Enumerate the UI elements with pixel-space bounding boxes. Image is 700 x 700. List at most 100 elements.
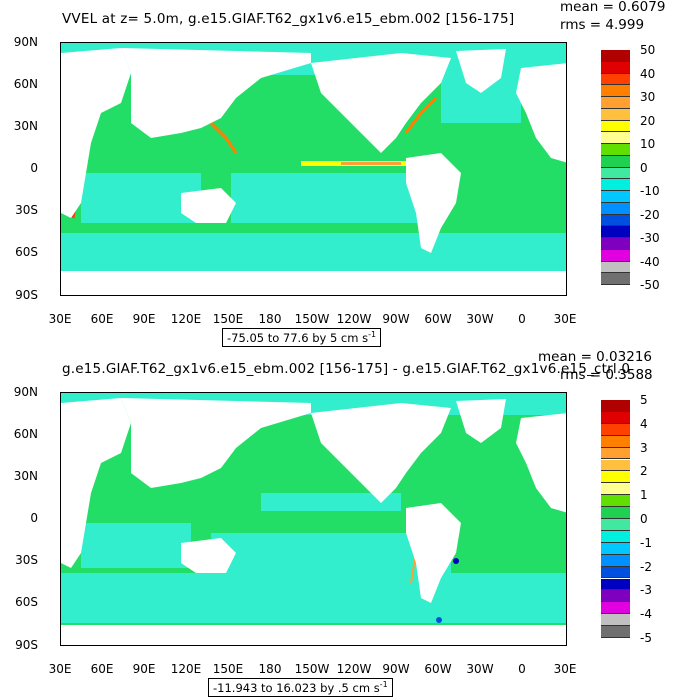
lat-label: 30N <box>13 469 38 483</box>
colorbar-label: -5 <box>640 631 652 645</box>
lon-label: 150E <box>212 312 244 326</box>
map-frame <box>60 42 567 296</box>
colorbar-swatch <box>601 471 630 484</box>
anomaly <box>453 558 459 564</box>
colorbar <box>601 400 630 638</box>
lon-label: 90W <box>382 662 410 676</box>
lat-label: 60S <box>15 245 38 259</box>
colorbar-label: -3 <box>640 583 652 598</box>
colorbar-label: -40 <box>640 254 660 269</box>
colorbar-swatch <box>601 602 630 615</box>
colorbar-swatch <box>601 507 630 519</box>
lon-label: 0 <box>518 312 526 326</box>
lat-label: 90N <box>13 35 38 49</box>
africa-europe <box>61 48 131 218</box>
lon-label: 90E <box>132 312 156 326</box>
colorbar-swatch <box>601 214 630 227</box>
lat-label: 60N <box>13 427 38 441</box>
colorbar-swatch <box>601 179 630 191</box>
gulf-stream <box>404 96 438 134</box>
lon-label: 60W <box>424 312 452 326</box>
colorbar-swatch <box>601 238 630 250</box>
antarctica <box>61 625 566 645</box>
colorbar-label: -2 <box>640 559 652 574</box>
colorbar-label: 5 <box>640 393 648 407</box>
lon-label: 150W <box>294 662 330 676</box>
colorbar-swatch <box>601 447 630 460</box>
colorbar-swatch <box>601 566 630 579</box>
colorbar-swatch <box>601 73 630 86</box>
south-america <box>406 153 461 253</box>
colorbar-label: -30 <box>640 231 660 245</box>
colorbar-swatch <box>601 61 630 74</box>
map-frame <box>60 392 567 646</box>
plot-title: g.e15.GIAF.T62_gx1v6.e15_ebm.002 [156-17… <box>62 361 631 377</box>
contour-range-box: -75.05 to 77.6 by 5 cm s-1 <box>222 328 382 347</box>
lat-label: 60N <box>13 77 38 91</box>
lon-label: 30E <box>48 312 72 326</box>
asia <box>121 48 311 138</box>
colorbar-label: 10 <box>640 137 656 151</box>
colorbar-swatch <box>601 554 630 567</box>
range-text: -75.05 to 77.6 by 5 cm s <box>227 330 369 345</box>
greenland <box>456 399 506 443</box>
colorbar-label: 2 <box>640 464 648 479</box>
unit-exponent: -1 <box>379 680 388 689</box>
colorbar-swatch <box>601 483 630 496</box>
colorbar-label: 0 <box>640 160 648 175</box>
lon-label: 150E <box>212 662 244 676</box>
colorbar-label: 40 <box>640 66 656 81</box>
greenland <box>456 49 506 93</box>
lat-label: 30S <box>15 203 38 217</box>
colorbar-label: 0 <box>640 512 648 526</box>
colorbar-swatch <box>601 85 630 97</box>
colorbar-swatch <box>601 400 630 412</box>
colorbar-label: -10 <box>640 184 660 198</box>
colorbar-label: -50 <box>640 278 660 292</box>
africa-europe <box>61 398 131 568</box>
lon-label: 120E <box>170 312 202 326</box>
colorbar-swatch <box>601 273 630 285</box>
colorbar-swatch <box>601 191 630 203</box>
australia <box>181 188 236 223</box>
colorbar-swatch <box>601 202 630 215</box>
north-america <box>311 53 451 153</box>
lon-label: 0 <box>518 662 526 676</box>
range-text: -11.943 to 16.023 by .5 cm s <box>213 680 380 695</box>
australia <box>181 538 236 573</box>
colorbar-swatch <box>601 578 630 591</box>
colorbar-swatch <box>601 411 630 424</box>
tropical-band <box>261 493 401 511</box>
colorbar-swatch <box>601 226 630 238</box>
lat-label: 0 <box>30 161 38 175</box>
colorbar-swatch <box>601 50 630 62</box>
panel-difference: g.e15.GIAF.T62_gx1v6.e15_ebm.002 [156-17… <box>0 349 700 700</box>
colorbar-swatch <box>601 435 630 448</box>
europe-west <box>516 413 566 513</box>
plot-title: VVEL at z= 5.0m, g.e15.GIAF.T62_gx1v6.e1… <box>62 11 515 27</box>
lon-label: 90E <box>132 662 156 676</box>
south-america <box>406 503 461 603</box>
lon-label: 60W <box>424 662 452 676</box>
colorbar-label: -4 <box>640 607 652 622</box>
lon-label: 180 <box>258 312 282 326</box>
lon-label: 120W <box>336 662 372 676</box>
antarctica <box>61 271 566 295</box>
southern-band <box>61 233 566 271</box>
lon-label: 30E <box>553 312 577 326</box>
lon-label: 120W <box>336 312 372 326</box>
lon-label: 30E <box>48 662 72 676</box>
unit-exponent: -1 <box>368 330 377 339</box>
europe-west <box>516 63 566 163</box>
colorbar-swatch <box>601 97 630 109</box>
ocean-map <box>61 393 566 645</box>
southern-band <box>61 573 566 623</box>
colorbar-label: 1 <box>640 488 648 503</box>
lat-label: 30N <box>13 119 38 133</box>
lat-label: 90N <box>13 385 38 399</box>
rms-value: rms = 0.3588 <box>560 367 653 383</box>
asia <box>121 398 311 488</box>
kuroshio <box>209 121 238 154</box>
lon-label: 60E <box>90 662 114 676</box>
colorbar-swatch <box>601 144 630 156</box>
